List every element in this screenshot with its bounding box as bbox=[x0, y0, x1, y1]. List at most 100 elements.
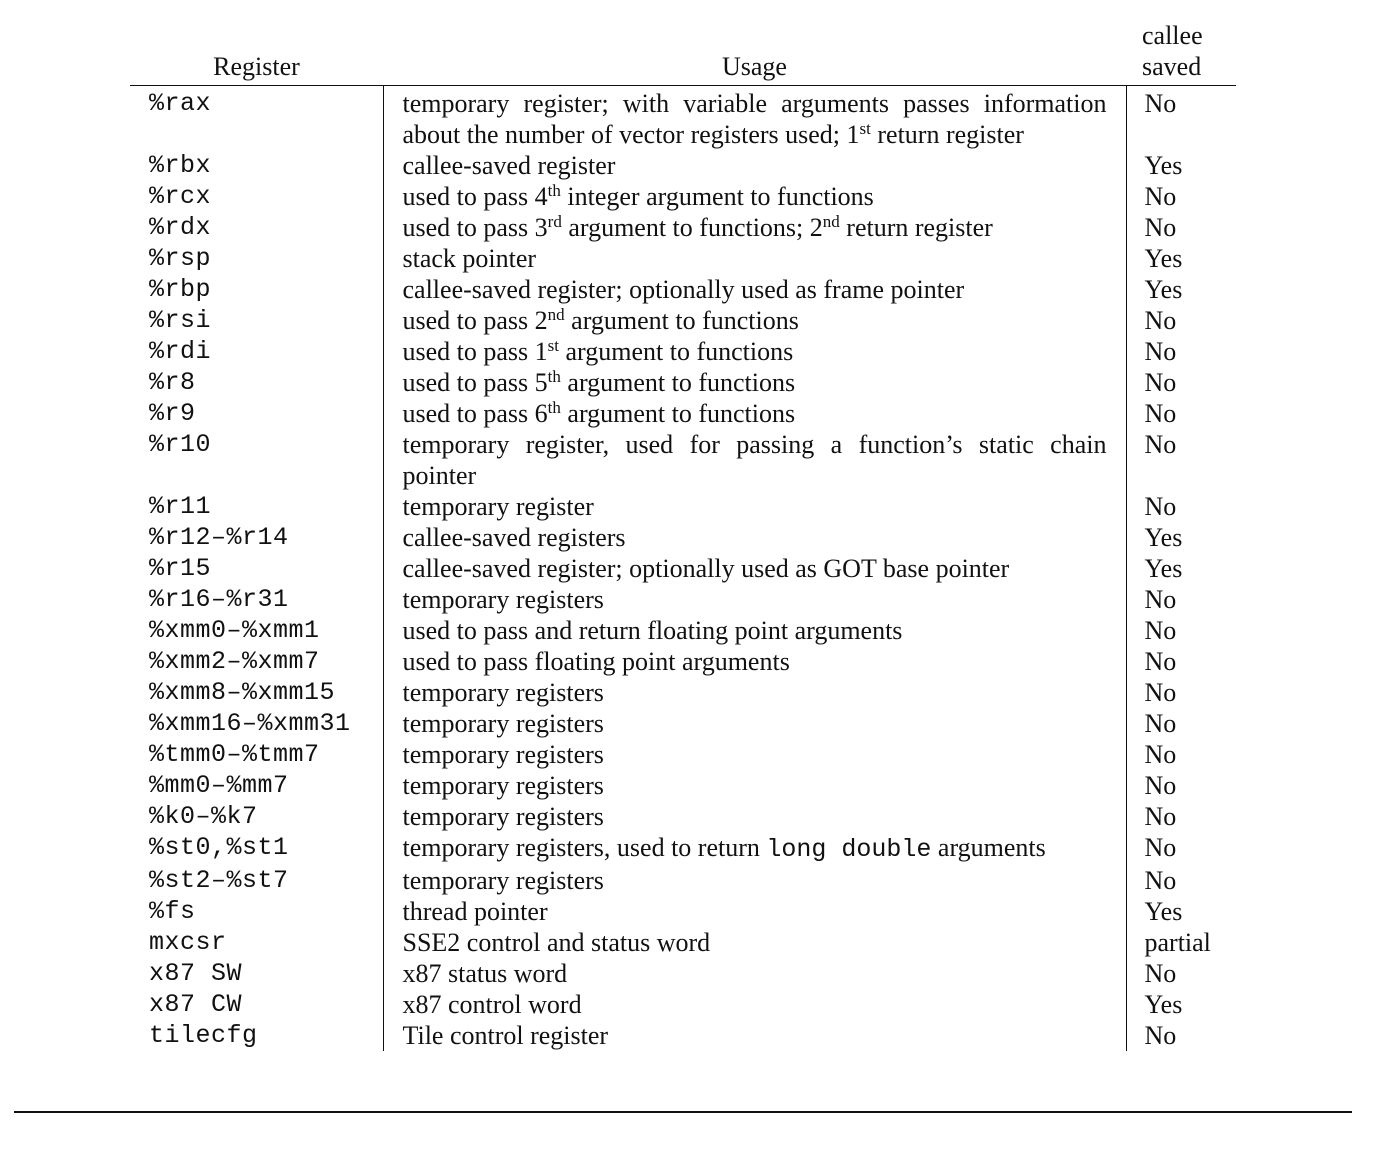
table-row: %r9 used to pass 6th argument to function… bbox=[130, 398, 1236, 429]
usage-cell: x87 control word bbox=[382, 989, 1127, 1020]
register-cell: %tmm0–%tmm7 bbox=[149, 740, 320, 769]
callee-saved-cell: No bbox=[1144, 182, 1177, 211]
register-cell: %st0,%st1 bbox=[149, 833, 289, 862]
usage-cell: temporary registers bbox=[382, 584, 1127, 615]
callee-saved-cell: Yes bbox=[1144, 523, 1183, 552]
usage-cell: used to pass floating point arguments bbox=[382, 646, 1127, 677]
usage-text: stack pointer bbox=[402, 244, 537, 273]
callee-saved-cell: Yes bbox=[1144, 151, 1183, 180]
usage-cell: stack pointer bbox=[382, 243, 1127, 274]
usage-text: used to pass 4 bbox=[402, 182, 548, 211]
usage-text: x87 control word bbox=[402, 990, 582, 1019]
callee-saved-cell: No bbox=[1144, 430, 1177, 459]
usage-cell: temporary registers bbox=[382, 801, 1127, 832]
usage-text: return register bbox=[870, 120, 1024, 149]
usage-text: temporary registers bbox=[402, 678, 604, 707]
callee-saved-cell: No bbox=[1144, 213, 1177, 242]
callee-saved-cell: No bbox=[1144, 306, 1177, 335]
usage-cell: temporary registers bbox=[382, 739, 1127, 770]
usage-cell: thread pointer bbox=[382, 896, 1127, 927]
table-row: %st2–%st7 temporary registers No bbox=[130, 865, 1236, 896]
register-cell: %rsp bbox=[149, 244, 212, 273]
callee-saved-cell: No bbox=[1144, 866, 1177, 895]
usage-text: callee-saved register; optionally used a… bbox=[402, 275, 965, 304]
usage-text: temporary registers, used to return bbox=[402, 833, 767, 862]
ordinal-suffix: th bbox=[547, 367, 561, 386]
usage-text: temporary register bbox=[402, 492, 594, 521]
register-cell: %r10 bbox=[149, 430, 212, 459]
register-cell: %rdi bbox=[149, 337, 212, 366]
register-cell: %xmm8–%xmm15 bbox=[149, 678, 336, 707]
register-cell: %rdx bbox=[149, 213, 212, 242]
register-cell: %rsi bbox=[149, 306, 212, 335]
usage-cell: SSE2 control and status word bbox=[382, 927, 1127, 958]
usage-text: callee-saved register; optionally used a… bbox=[402, 554, 1010, 583]
usage-text: temporary register, used for passing a f… bbox=[402, 430, 1107, 490]
table-row: %xmm2–%xmm7 used to pass floating point a… bbox=[130, 646, 1236, 677]
usage-cell: used to pass 2nd argument to functions bbox=[382, 305, 1127, 336]
usage-column-header: Usage bbox=[383, 20, 1126, 86]
usage-text: thread pointer bbox=[402, 897, 548, 926]
table-row: %r15 callee-saved register; optionally us… bbox=[130, 553, 1236, 584]
table-row: %rdi used to pass 1st argument to functio… bbox=[130, 336, 1236, 367]
usage-text: integer argument to functions bbox=[560, 182, 874, 211]
table-row: %k0–%k7 temporary registers No bbox=[130, 801, 1236, 832]
usage-cell: callee-saved register; optionally used a… bbox=[382, 274, 1127, 305]
callee-saved-cell: Yes bbox=[1144, 554, 1183, 583]
usage-cell: temporary registers bbox=[382, 708, 1127, 739]
usage-text: callee-saved registers bbox=[402, 523, 626, 552]
table-row: %r11 temporary register No bbox=[130, 491, 1236, 522]
table-row: %r12–%r14 callee-saved registers Yes bbox=[130, 522, 1236, 553]
register-cell: %r12–%r14 bbox=[149, 523, 289, 552]
table-row: %rbp callee-saved register; optionally us… bbox=[130, 274, 1236, 305]
register-cell: %mm0–%mm7 bbox=[149, 771, 289, 800]
table-row: %rax temporary register; with variable ar… bbox=[130, 85, 1236, 150]
usage-text: temporary registers bbox=[402, 740, 604, 769]
usage-cell: used to pass 6th argument to functions bbox=[382, 398, 1127, 429]
table-row: %fs thread pointer Yes bbox=[130, 896, 1236, 927]
code-text: long double bbox=[766, 835, 932, 864]
callee-saved-cell: No bbox=[1144, 616, 1177, 645]
usage-text: used to pass 5 bbox=[402, 368, 548, 397]
table-row: tilecfg Tile control register No bbox=[130, 1020, 1236, 1051]
register-cell: %xmm0–%xmm1 bbox=[149, 616, 320, 645]
register-cell: %r16–%r31 bbox=[149, 585, 289, 614]
register-cell: %k0–%k7 bbox=[149, 802, 258, 831]
table-row: %rsi used to pass 2nd argument to functio… bbox=[130, 305, 1236, 336]
register-cell: %xmm2–%xmm7 bbox=[149, 647, 320, 676]
register-usage-table-container: Register Usage callee saved %rax temporar… bbox=[130, 20, 1236, 1051]
usage-text: temporary registers bbox=[402, 802, 604, 831]
usage-text: x87 status word bbox=[402, 959, 568, 988]
usage-cell: callee-saved registers bbox=[382, 522, 1127, 553]
usage-text: callee-saved register bbox=[402, 151, 616, 180]
register-cell: mxcsr bbox=[149, 928, 227, 957]
usage-cell: temporary register, used for passing a f… bbox=[382, 429, 1127, 491]
table-row: x87 CW x87 control word Yes bbox=[130, 989, 1236, 1020]
table-row: %tmm0–%tmm7 temporary registers No bbox=[130, 739, 1236, 770]
usage-text: temporary registers bbox=[402, 866, 604, 895]
register-cell: tilecfg bbox=[149, 1021, 258, 1050]
register-cell: %rbp bbox=[149, 275, 212, 304]
usage-text: used to pass 1 bbox=[402, 337, 548, 366]
table-row: %st0,%st1 temporary registers, used to re… bbox=[130, 832, 1236, 865]
usage-cell: temporary registers bbox=[382, 770, 1127, 801]
callee-saved-cell: No bbox=[1144, 585, 1177, 614]
table-row: %xmm8–%xmm15 temporary registers No bbox=[130, 677, 1236, 708]
table-header: Register Usage callee saved bbox=[130, 20, 1236, 86]
register-cell: x87 SW bbox=[149, 959, 243, 988]
ordinal-suffix: st bbox=[547, 336, 560, 355]
usage-cell: temporary register; with variable argume… bbox=[382, 85, 1127, 150]
register-cell: %rcx bbox=[149, 182, 212, 211]
usage-cell: used to pass 1st argument to functions bbox=[382, 336, 1127, 367]
table-row: %r16–%r31 temporary registers No bbox=[130, 584, 1236, 615]
ordinal-suffix: rd bbox=[547, 212, 562, 231]
register-cell: %r9 bbox=[149, 399, 196, 428]
usage-cell: used to pass 4th integer argument to fun… bbox=[382, 181, 1127, 212]
register-usage-table: Register Usage callee saved %rax temporar… bbox=[130, 20, 1236, 1051]
table-row: %xmm16–%xmm31 temporary registers No bbox=[130, 708, 1236, 739]
callee-saved-cell: No bbox=[1144, 399, 1177, 428]
usage-text: temporary registers bbox=[402, 709, 604, 738]
callee-saved-header-line2: saved bbox=[1142, 52, 1202, 81]
table-row: %r10 temporary register, used for passing… bbox=[130, 429, 1236, 491]
callee-saved-cell: Yes bbox=[1144, 275, 1183, 304]
